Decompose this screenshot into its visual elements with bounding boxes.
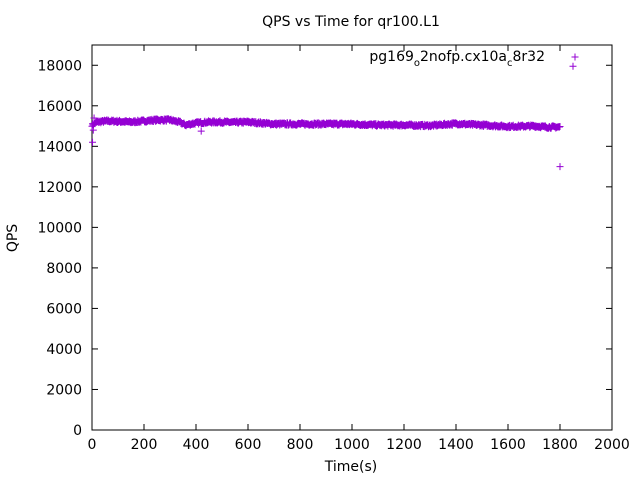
y-tick-label: 14000: [37, 139, 82, 155]
x-tick-label: 1000: [334, 437, 370, 453]
legend-label: pg169o2nofp.cx10ac8r32: [369, 49, 545, 69]
x-tick-label: 0: [88, 437, 97, 453]
y-axis-label: QPS: [5, 224, 21, 252]
y-tick-label: 6000: [46, 301, 82, 317]
x-tick-label: 400: [183, 437, 210, 453]
x-tick-label: 1400: [438, 437, 474, 453]
x-tick-label: 200: [131, 437, 158, 453]
y-tick-label: 0: [73, 423, 82, 439]
legend-subscript: c: [507, 58, 513, 69]
data-point: [90, 114, 98, 122]
y-tick-label: 2000: [46, 382, 82, 398]
data-point: [556, 163, 564, 171]
data-point: [556, 123, 564, 131]
data-points: [88, 62, 577, 171]
y-tick-label: 4000: [46, 342, 82, 358]
legend-part: 8r32: [513, 49, 545, 65]
x-tick-label: 1800: [542, 437, 578, 453]
plot-frame: [91, 44, 613, 431]
x-axis-label: Time(s): [324, 459, 377, 475]
chart-title: QPS vs Time for qr100.L1: [262, 14, 440, 30]
y-axis-ticks: 0 2000 4000 6000 8000 10000 12000 14000 16000 180…: [37, 58, 612, 439]
data-point: [197, 127, 205, 135]
x-tick-label: 1200: [386, 437, 422, 453]
y-tick-label: 18000: [37, 58, 82, 74]
y-tick-label: 16000: [37, 99, 82, 115]
y-tick-label: 10000: [37, 220, 82, 236]
x-tick-label: 2000: [594, 437, 630, 453]
legend-part: 2nofp.cx10a: [420, 49, 507, 65]
legend-marker-symbol: [571, 53, 579, 61]
x-tick-label: 800: [287, 437, 314, 453]
data-point: [89, 126, 97, 134]
data-point: [555, 123, 563, 131]
y-tick-label: 12000: [37, 180, 82, 196]
plot-axes: [91, 44, 613, 431]
y-tick-label: 8000: [46, 261, 82, 277]
x-tick-label: 1600: [490, 437, 526, 453]
x-axis-ticks: 0 200 400 600 800 1000 1200 1400 1600 1800 2000: [88, 45, 630, 453]
legend-marker: [571, 53, 579, 61]
legend-subscript: o: [414, 58, 420, 69]
data-point: [89, 138, 97, 146]
legend: pg169o2nofp.cx10ac8r32: [369, 49, 579, 69]
data-point: [569, 62, 577, 70]
legend-part: pg169: [369, 49, 414, 65]
x-tick-label: 600: [235, 437, 262, 453]
